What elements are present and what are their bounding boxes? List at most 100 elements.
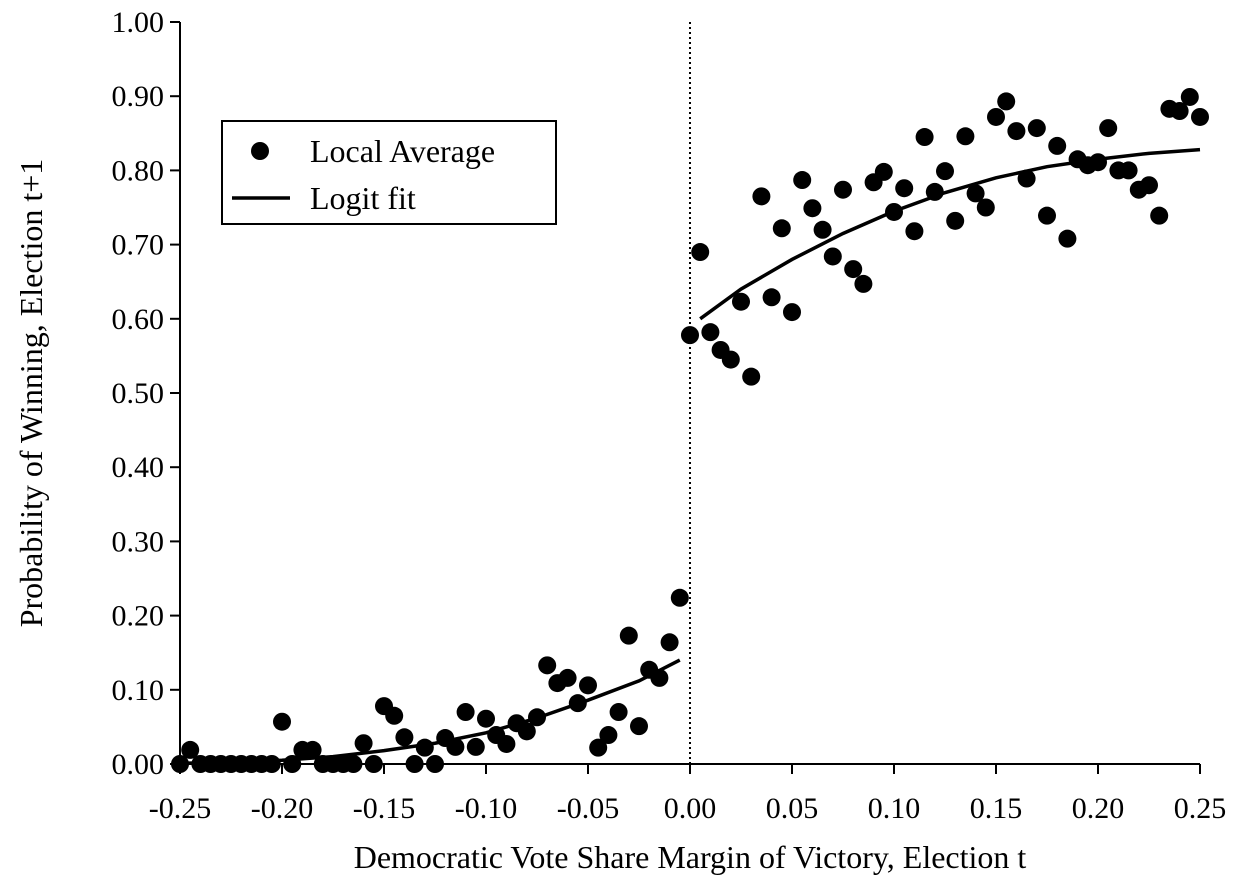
data-point [997,92,1016,111]
data-point [691,243,710,262]
data-point [273,712,291,731]
y-tick-label: 0.70 [112,229,165,262]
x-tick-label: 0.20 [1072,792,1125,825]
x-tick-label: -0.05 [557,792,620,825]
data-point [1048,136,1067,155]
data-point [834,180,852,199]
y-tick-label: 0.00 [112,748,165,781]
data-point [1089,153,1107,172]
y-tick-label: 0.20 [112,600,165,633]
data-point [895,179,914,198]
x-tick-label: 0.10 [868,792,921,825]
data-point [936,162,954,181]
data-point [670,588,689,607]
data-point [732,292,750,311]
data-point [456,703,475,722]
data-point [1058,229,1077,248]
x-tick-label: -0.10 [455,792,518,825]
y-tick-label: 1.00 [112,6,165,39]
y-axis-label: Probability of Winning, Election t+1 [13,159,49,628]
y-tick-label: 0.10 [112,674,165,707]
data-point [946,211,965,230]
y-tick-label: 0.50 [112,377,165,410]
legend-label: Logit fit [310,180,416,216]
data-point [599,726,618,745]
data-point [262,755,281,773]
legend-box [221,120,557,225]
data-point [915,128,934,147]
data-point [477,709,495,728]
y-tick-label: 0.30 [112,525,165,558]
data-point [701,323,720,342]
data-point [742,367,761,386]
x-tick-label: 0.15 [970,792,1023,825]
data-point [660,633,679,652]
data-point [1140,176,1158,195]
data-point [803,199,822,218]
data-point [415,738,434,757]
data-point [793,171,812,190]
data-point [354,734,373,753]
data-point [987,107,1005,126]
data-point [721,350,740,369]
data-point [844,260,863,279]
data-point [823,247,842,266]
data-point [762,288,781,307]
data-point [466,737,485,756]
data-point [344,755,363,773]
y-tick-label: 0.60 [112,303,165,336]
data-point [813,220,832,239]
data-point [303,740,322,759]
data-point [956,127,975,146]
data-point [1017,169,1036,188]
data-point [976,198,995,217]
data-point [1191,107,1209,126]
data-point [538,656,557,675]
data-point [905,222,924,241]
y-tick-label: 0.80 [112,154,165,187]
data-point [1180,87,1199,106]
legend-label: Local Average [310,133,495,169]
data-point [1170,102,1189,121]
data-point [854,274,873,293]
x-tick-label: -0.25 [149,792,212,825]
data-point [558,668,577,687]
data-point [517,722,536,741]
data-point [589,738,608,757]
data-point [385,706,404,725]
data-point [874,162,893,181]
data-point [1119,161,1138,180]
data-point [752,187,771,206]
x-tick-label: 0.00 [664,792,717,825]
data-point [446,737,465,756]
data-point [966,184,985,203]
data-point [630,717,648,736]
y-tick-label: 0.40 [112,451,165,484]
data-point [1150,206,1169,225]
data-point [426,755,444,773]
legend-marker [251,142,269,160]
data-point [395,728,414,747]
data-point [171,755,189,773]
data-point [579,676,597,695]
x-tick-label: -0.15 [353,792,416,825]
data-point [783,303,801,322]
data-point [609,703,628,722]
data-point [405,755,424,773]
data-point [497,734,516,753]
data-point [1027,119,1046,138]
fit-line [179,147,1201,766]
data-point [1038,206,1056,225]
data-point [772,219,791,238]
data-point [1099,119,1118,138]
x-tick-label: 0.25 [1174,792,1227,825]
data-point [619,626,638,645]
data-point [681,326,699,345]
data-point [181,740,200,759]
x-tick-label: -0.20 [251,792,314,825]
x-tick-label: 0.05 [766,792,819,825]
data-point [1007,122,1026,141]
y-tick-label: 0.90 [112,80,165,113]
x-axis-label: Democratic Vote Share Margin of Victory,… [354,839,1027,875]
